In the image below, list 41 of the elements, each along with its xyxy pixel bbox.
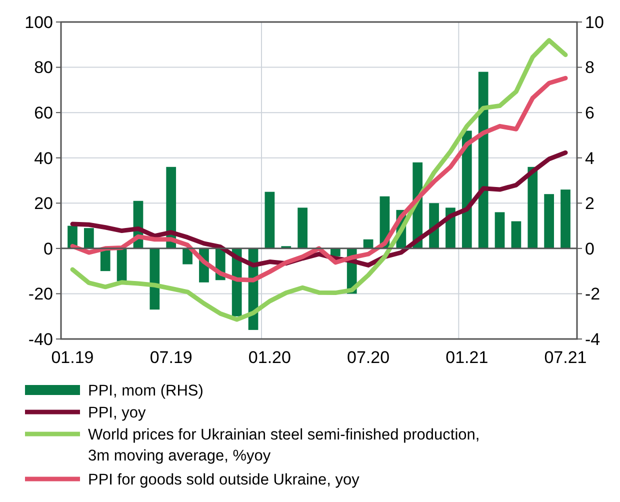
y-tick-label: -40 bbox=[28, 330, 53, 349]
bar bbox=[478, 72, 488, 248]
y2-tick-label: 4 bbox=[585, 148, 594, 168]
y2-tick-label: -4 bbox=[585, 330, 600, 349]
legend-label: PPI, yoy bbox=[88, 404, 146, 422]
y-tick-label: 60 bbox=[34, 104, 53, 123]
bar bbox=[560, 190, 570, 248]
x-tick-label: 07.20 bbox=[347, 348, 390, 367]
y-tick-label: -20 bbox=[28, 284, 53, 304]
bar bbox=[528, 166, 538, 248]
bar bbox=[84, 228, 94, 248]
y2-tick-label: 8 bbox=[585, 58, 594, 78]
x-tick-label: 01.20 bbox=[248, 348, 291, 367]
y2-tick-label: 6 bbox=[585, 104, 594, 123]
y-tick-label: 20 bbox=[34, 194, 53, 214]
x-tick-label: 01.21 bbox=[446, 348, 488, 367]
y-tick-label: 80 bbox=[34, 58, 53, 78]
bar bbox=[100, 248, 110, 272]
legend-label: PPI, mom (RHS) bbox=[88, 382, 204, 400]
y2-tick-label: 2 bbox=[585, 194, 594, 214]
y2-tick-label: -2 bbox=[585, 284, 600, 304]
y-tick-label: 0 bbox=[44, 239, 53, 258]
bar bbox=[150, 248, 160, 310]
legend-label: PPI for goods sold outside Ukraine, yoy bbox=[88, 471, 360, 488]
bar bbox=[544, 194, 554, 248]
bar bbox=[511, 221, 522, 248]
x-tick-label: 07.19 bbox=[150, 348, 192, 367]
bar bbox=[494, 212, 505, 248]
line-series bbox=[70, 38, 568, 322]
bar bbox=[182, 248, 192, 264]
legend-label: World prices for Ukrainian steel semi-finished production, 3m moving average, %yoy bbox=[88, 426, 480, 464]
x-tick-label: 07.21 bbox=[544, 348, 587, 367]
bar bbox=[116, 248, 127, 282]
y2-tick-label: 10 bbox=[585, 12, 604, 32]
x-tick-label: 01.19 bbox=[51, 348, 94, 367]
y-tick-label: 100 bbox=[24, 12, 53, 32]
bar bbox=[264, 192, 275, 248]
y2-tick-label: 0 bbox=[585, 239, 594, 258]
bar bbox=[298, 208, 308, 248]
y-tick-label: 40 bbox=[34, 148, 53, 168]
line-series bbox=[70, 76, 568, 282]
